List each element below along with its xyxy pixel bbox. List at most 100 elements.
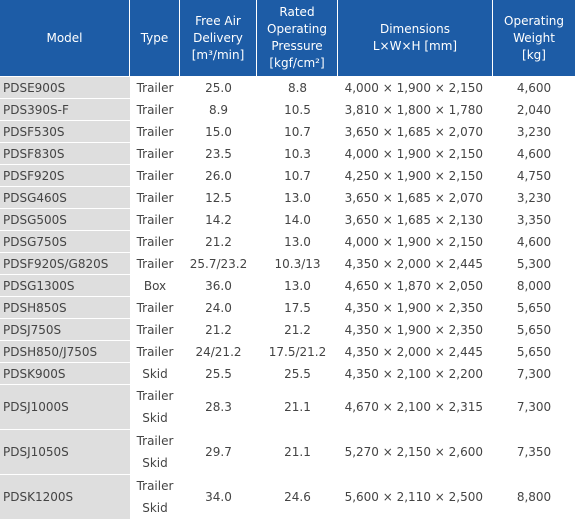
weight-cell: 4,600 [493,143,575,165]
model-cell: PDSK1200S [0,475,130,520]
pressure-cell: 10.7 [257,165,338,187]
free-air-delivery-cell: 28.3 [180,385,257,430]
free-air-delivery-cell: 14.2 [180,209,257,231]
table-row: PDSF920S Trailer 26.0 10.7 4,250 × 1,900 × 2… [0,165,575,187]
table-row: PDSJ750S Trailer 21.2 21.2 4,350 × 1,900 × 2… [0,319,575,341]
table-row: PDSK1200S Trailer Skid 34.0 24.6 5,600 × 2,11… [0,475,575,520]
table-row: PDS390S-F Trailer 8.9 10.5 3,810 × 1,800 × 1… [0,99,575,121]
dimensions-cell: 5,270 × 2,150 × 2,600 [338,430,493,475]
dimensions-cell: 5,600 × 2,110 × 2,500 [338,475,493,520]
model-cell: PDSE900S [0,77,130,99]
free-air-delivery-cell: 8.9 [180,99,257,121]
header-line: Delivery [193,30,243,45]
pressure-cell: 17.5 [257,297,338,319]
free-air-delivery-cell: 12.5 [180,187,257,209]
free-air-delivery-cell: 36.0 [180,275,257,297]
free-air-delivery-cell: 21.2 [180,319,257,341]
free-air-delivery-cell: 34.0 [180,475,257,520]
table-row: PDSE900S Trailer 25.0 8.8 4,000 × 1,900 × 2,… [0,77,575,99]
pressure-cell: 25.5 [257,363,338,385]
weight-cell: 4,600 [493,77,575,99]
table-row: PDSG500S Trailer 14.2 14.0 3,650 × 1,685 × 2… [0,209,575,231]
type-cell: Trailer Skid [130,475,180,520]
type-label: Trailer [136,234,174,249]
dimensions-cell: 4,350 × 1,900 × 2,350 [338,319,493,341]
type-cell: Trailer [130,253,180,275]
dimensions-cell: 4,650 × 1,870 × 2,050 [338,275,493,297]
free-air-delivery-cell: 15.0 [180,121,257,143]
weight-cell: 5,650 [493,341,575,363]
free-air-delivery-cell: 24.0 [180,297,257,319]
model-cell: PDSG460S [0,187,130,209]
dimensions-cell: 4,350 × 1,900 × 2,350 [338,297,493,319]
dimensions-cell: 4,000 × 1,900 × 2,150 [338,231,493,253]
type-cell: Trailer [130,209,180,231]
weight-cell: 8,800 [493,475,575,520]
free-air-delivery-cell: 23.5 [180,143,257,165]
table-row: PDSG750S Trailer 21.2 13.0 4,000 × 1,900 × 2… [0,231,575,253]
header-type: Type [130,0,180,77]
dimensions-cell: 4,000 × 1,900 × 2,150 [338,77,493,99]
type-label: Trailer [136,146,174,161]
model-cell: PDSJ1000S [0,385,130,430]
free-air-delivery-cell: 26.0 [180,165,257,187]
free-air-delivery-cell: 25.7/23.2 [180,253,257,275]
table-row: PDSH850/J750S Trailer 24/21.2 17.5/21.2 4,35… [0,341,575,363]
type-cell: Box [130,275,180,297]
pressure-cell: 10.7 [257,121,338,143]
weight-cell: 5,650 [493,297,575,319]
type-cell: Trailer [130,341,180,363]
type-label: Trailer [136,344,174,359]
weight-cell: 5,300 [493,253,575,275]
free-air-delivery-cell: 29.7 [180,430,257,475]
model-cell: PDSG500S [0,209,130,231]
type-label: Trailer [136,80,174,95]
header-line: Free Air [195,13,241,28]
pressure-cell: 10.3/13 [257,253,338,275]
weight-cell: 8,000 [493,275,575,297]
weight-cell: 7,300 [493,363,575,385]
type-cell: Trailer [130,297,180,319]
model-cell: PDSF920S/G820S [0,253,130,275]
weight-cell: 3,350 [493,209,575,231]
free-air-delivery-cell: 25.0 [180,77,257,99]
type-cell: Trailer [130,319,180,341]
header-line: Weight [513,30,555,45]
weight-cell: 3,230 [493,187,575,209]
dimensions-cell: 3,650 × 1,685 × 2,070 [338,121,493,143]
header-operating-weight: Operating Weight [kg] [493,0,575,77]
header-line: L×W×H [mm] [372,39,458,53]
dimensions-cell: 4,670 × 2,100 × 2,315 [338,385,493,430]
pressure-cell: 13.0 [257,187,338,209]
table-body: PDSE900S Trailer 25.0 8.8 4,000 × 1,900 × 2,… [0,77,575,520]
header-line: Rated [279,5,315,19]
type-cell: Trailer [130,99,180,121]
model-cell: PDSF920S [0,165,130,187]
pressure-cell: 13.0 [257,231,338,253]
header-row: Model Type Free Air Delivery [m³/min] Rate… [0,0,575,77]
type-label: Trailer [136,190,174,205]
model-cell: PDSK900S [0,363,130,385]
type-cell: Trailer [130,187,180,209]
type-label: Skid [142,411,168,425]
dimensions-cell: 4,250 × 1,900 × 2,150 [338,165,493,187]
header-line: Dimensions [379,22,451,36]
type-cell: Trailer [130,121,180,143]
table-row: PDSG460S Trailer 12.5 13.0 3,650 × 1,685 × 2… [0,187,575,209]
pressure-cell: 21.1 [257,385,338,430]
type-cell: Trailer [130,231,180,253]
model-cell: PDSG750S [0,231,130,253]
type-label: Trailer [136,300,174,315]
pressure-cell: 13.0 [257,275,338,297]
table-row: PDSF530S Trailer 15.0 10.7 3,650 × 1,685 × 2… [0,121,575,143]
type-label: Skid [142,501,168,515]
pressure-cell: 21.1 [257,430,338,475]
table-header: Model Type Free Air Delivery [m³/min] Rate… [0,0,575,77]
dimensions-cell: 3,810 × 1,800 × 1,780 [338,99,493,121]
type-label: Trailer [136,256,174,271]
dimensions-cell: 4,350 × 2,000 × 2,445 [338,253,493,275]
weight-cell: 5,650 [493,319,575,341]
weight-cell: 4,750 [493,165,575,187]
type-label: Trailer [136,102,174,117]
